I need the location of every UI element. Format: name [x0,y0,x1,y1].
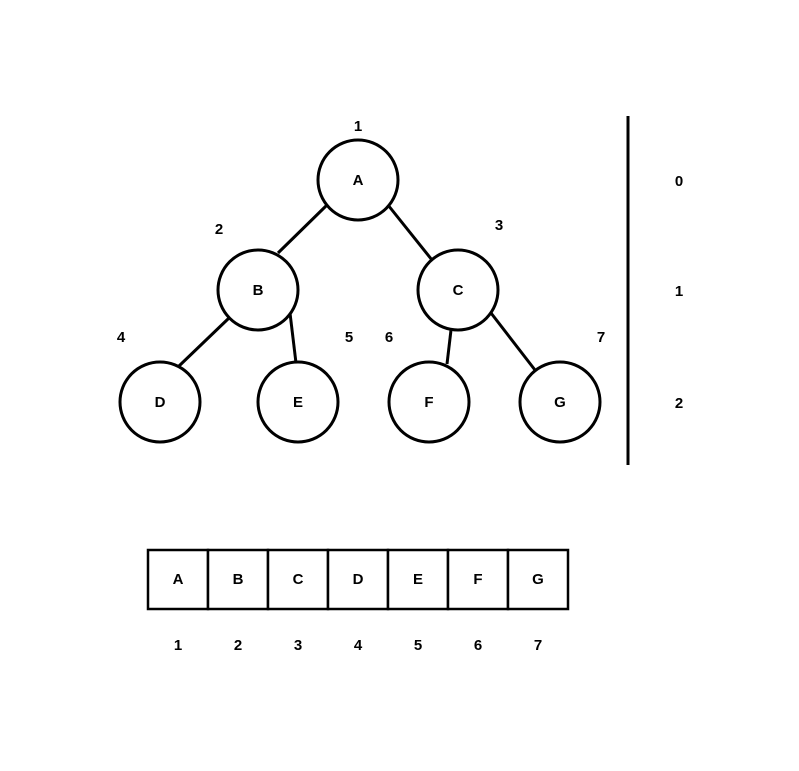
array-cell-label: B [233,571,244,588]
array-cell: A [146,548,210,611]
node-circle [316,138,400,222]
tree-node-e: E [256,360,340,444]
array-cell: B [206,548,270,611]
node-index-6: 6 [385,329,393,346]
array-cell: D [326,548,390,611]
node-label: E [293,394,303,411]
array-cell-box [266,548,330,611]
array-index: 3 [294,637,302,654]
array-index: 6 [474,637,482,654]
node-index-2: 2 [215,221,223,238]
array-index: 1 [174,637,182,654]
array-index: 5 [414,637,422,654]
node-index-3: 3 [495,217,503,234]
array-cell-label: A [173,571,184,588]
tree-node-a: A [316,138,400,222]
edge-a-b [276,203,329,255]
array-index: 2 [234,637,242,654]
tree-edges [177,203,537,371]
array-cell-box [146,548,210,611]
node-circle [518,360,602,444]
node-circle [416,248,500,332]
node-label: D [155,394,166,411]
tree-node-f: F [387,360,471,444]
node-label: A [353,172,364,189]
level-label-0: 0 [675,173,683,190]
node-indices: 1 2 3 4 5 6 7 [117,118,605,346]
edge-c-f [445,329,453,365]
level-labels: 0 1 2 [675,173,683,412]
level-label-2: 2 [675,395,683,412]
node-label: G [554,394,566,411]
array-cell-label: D [353,571,364,588]
edge-b-e [288,312,298,364]
node-circle [256,360,340,444]
array-cell-box [446,548,510,611]
node-index-7: 7 [597,329,605,346]
edge-c-g [489,312,537,371]
node-index-4: 4 [117,329,126,346]
level-label-1: 1 [675,283,683,300]
array-cell-box [206,548,270,611]
node-index-5: 5 [345,329,353,346]
array-index: 7 [534,637,542,654]
node-label: F [424,394,433,411]
edge-a-c [386,204,434,261]
array-cell: E [386,548,450,611]
node-circle [216,248,300,332]
node-index-1: 1 [354,118,362,135]
node-label: B [253,282,264,299]
node-circle [118,360,202,444]
node-circle [387,360,471,444]
tree-node-b: B [216,248,300,332]
array-cell: G [506,548,570,611]
array-cell-label: F [473,571,482,588]
array-cell: F [446,548,510,611]
array-cell-label: C [293,571,304,588]
tree-node-c: C [416,248,500,332]
array-index: 4 [354,637,363,654]
tree-node-g: G [518,360,602,444]
array-cell-label: E [413,571,423,588]
array-cell-box [506,548,570,611]
array-cell-label: G [532,571,544,588]
array-indices: 1 2 3 4 5 6 7 [174,637,542,654]
array-cell: C [266,548,330,611]
tree-node-d: D [118,360,202,444]
node-label: C [453,282,464,299]
array-cells: A B C D E F G [146,548,570,611]
edge-b-d [177,316,231,368]
array-cell-box [386,548,450,611]
